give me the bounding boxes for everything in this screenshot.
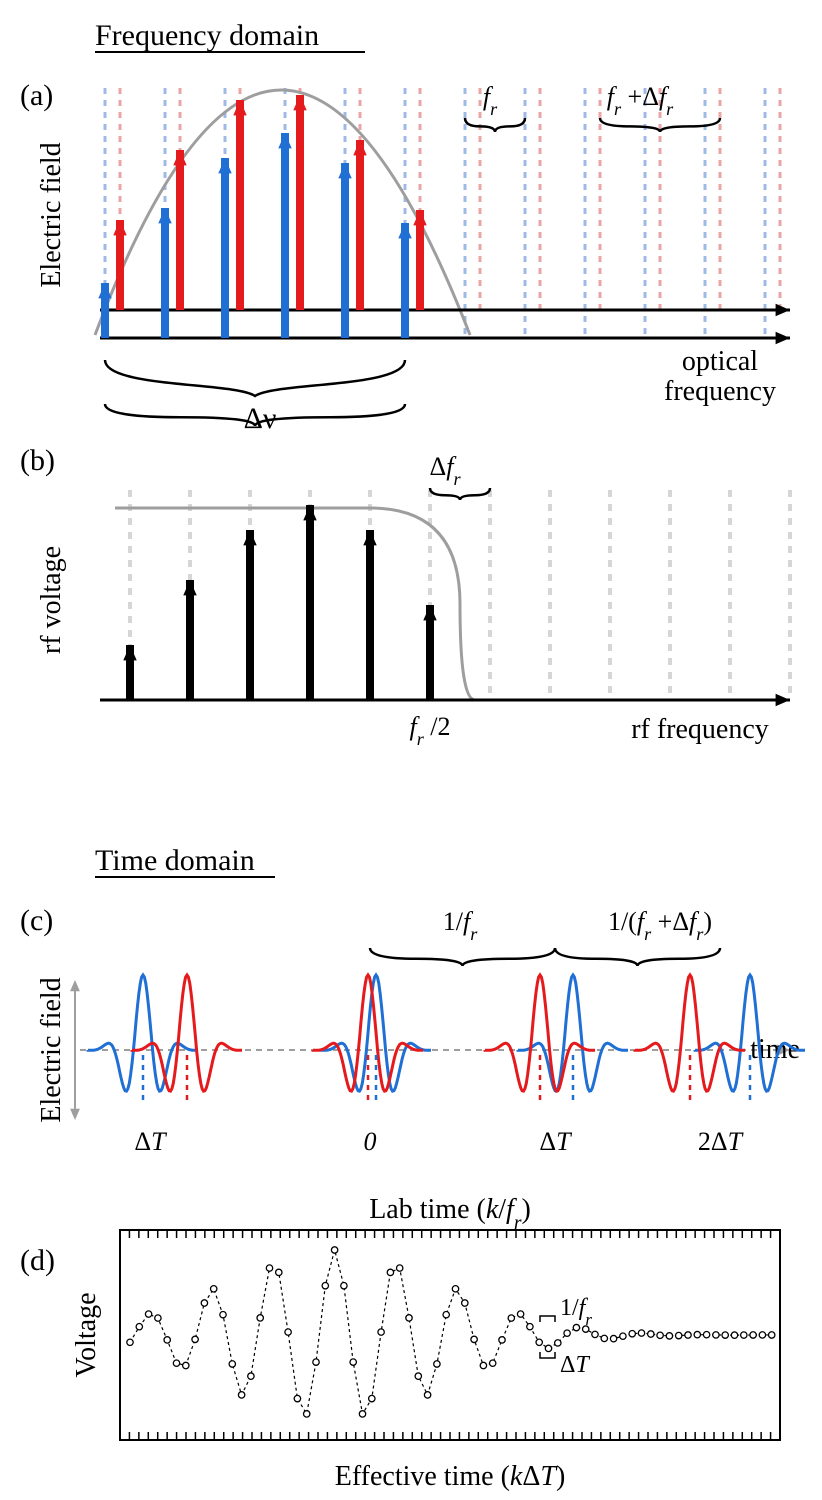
svg-text:2ΔT: 2ΔT <box>698 1127 744 1156</box>
panel-d-point <box>480 1362 486 1368</box>
panel-d-point <box>331 1247 337 1253</box>
panel-d-point <box>508 1315 514 1321</box>
panel-d-point <box>536 1339 542 1345</box>
panel-d-point <box>620 1333 626 1339</box>
panel-d-point <box>378 1329 384 1335</box>
panel-d-point <box>192 1336 198 1342</box>
panel-b-ylabel: rf voltage <box>36 546 67 654</box>
panel-d-point <box>490 1360 496 1366</box>
section-time-domain: Time domain <box>95 844 255 877</box>
panel-d-point <box>703 1331 709 1337</box>
panel-d-point <box>248 1373 254 1379</box>
panel-d-botlabel: Effective time (kΔT) <box>335 1461 566 1492</box>
panel-d-point <box>127 1339 133 1345</box>
panel-d-point <box>741 1332 747 1338</box>
panel-d-point <box>387 1269 393 1275</box>
panel-a-xlabel1: optical <box>682 346 758 377</box>
panel-a-xlabel2: frequency <box>664 376 776 407</box>
panel-b-label: (b) <box>20 444 55 477</box>
panel-d-point <box>220 1312 226 1318</box>
panel-d-point <box>759 1332 765 1338</box>
panel-d-point <box>573 1324 579 1330</box>
panel-d-toplabel: Lab time (k/fr) <box>369 1194 531 1234</box>
panel-d-point <box>294 1395 300 1401</box>
panel-b-xlabel: rf frequency <box>631 714 769 745</box>
panel-d-point <box>462 1300 468 1306</box>
svg-text:ΔT: ΔT <box>134 1127 167 1156</box>
panel-d-point <box>164 1337 170 1343</box>
panel-d-point <box>629 1331 635 1337</box>
svg-text:ΔT: ΔT <box>539 1127 572 1156</box>
panel-d-trace <box>130 1250 772 1414</box>
panel-d-ylabel: Voltage <box>71 1292 102 1377</box>
panel-c-1fr: 1/fr <box>443 907 478 944</box>
panel-d-point <box>471 1336 477 1342</box>
panel-d-label: (d) <box>20 1244 55 1277</box>
panel-d-point <box>564 1330 570 1336</box>
panel-d-point <box>713 1332 719 1338</box>
panel-d-point <box>369 1395 375 1401</box>
panel-a-fr: fr <box>483 82 498 119</box>
panel-d-point <box>610 1335 616 1341</box>
panel-d-point <box>183 1362 189 1368</box>
panel-d-point <box>257 1315 263 1321</box>
panel-d-point <box>201 1300 207 1306</box>
panel-d-point <box>452 1286 458 1292</box>
panel-d-point <box>173 1360 179 1366</box>
panel-d-point <box>285 1329 291 1335</box>
panel-d-point <box>424 1392 430 1398</box>
panel-d-point <box>304 1411 310 1417</box>
panel-d-point <box>322 1283 328 1289</box>
panel-d-point <box>276 1269 282 1275</box>
panel-d-point <box>313 1359 319 1365</box>
panel-d-point <box>722 1332 728 1338</box>
panel-b-envelope <box>115 508 475 700</box>
panel-d-point <box>592 1331 598 1337</box>
panel-d-point <box>545 1345 551 1351</box>
panel-d-point <box>238 1392 244 1398</box>
panel-d-point <box>731 1332 737 1338</box>
panel-d-point <box>434 1361 440 1367</box>
svg-text:0: 0 <box>364 1127 377 1156</box>
panel-d-point <box>341 1283 347 1289</box>
panel-d-point <box>657 1332 663 1338</box>
panel-d-point <box>694 1331 700 1337</box>
panel-d-point <box>350 1359 356 1365</box>
panel-b-fr2: fr /2 <box>409 712 450 749</box>
panel-d-point <box>145 1311 151 1317</box>
panel-c-1frdf: 1/(fr +Δfr) <box>608 907 712 944</box>
panel-d-point <box>443 1312 449 1318</box>
panel-a-frdf: fr +Δfr <box>607 82 674 119</box>
panel-d-1fr: 1/fr <box>560 1295 592 1329</box>
panel-d-point <box>229 1361 235 1367</box>
panel-d-point <box>769 1332 775 1338</box>
panel-d-point <box>638 1330 644 1336</box>
section-frequency-domain: Frequency domain <box>95 19 319 52</box>
panel-d-point <box>685 1332 691 1338</box>
panel-d-point <box>648 1331 654 1337</box>
panel-d-point <box>676 1332 682 1338</box>
panel-d-point <box>136 1323 142 1329</box>
panel-d-dT: ΔT <box>560 1352 590 1378</box>
panel-d-point <box>211 1286 217 1292</box>
panel-d-point <box>517 1311 523 1317</box>
panel-d-point <box>601 1335 607 1341</box>
panel-b-dfr: Δfr <box>429 452 461 489</box>
panel-d-point <box>750 1332 756 1338</box>
panel-a-ylabel: Electric field <box>36 142 67 287</box>
panel-d-point <box>666 1333 672 1339</box>
panel-d-point <box>359 1411 365 1417</box>
panel-c-ylabel: Electric field <box>36 977 67 1122</box>
panel-d-point <box>555 1340 561 1346</box>
panel-d-point <box>397 1265 403 1271</box>
panel-c-label: (c) <box>20 904 53 937</box>
panel-d-point <box>415 1373 421 1379</box>
panel-d-point <box>155 1315 161 1321</box>
panel-a-label: (a) <box>20 79 53 112</box>
panel-d-point <box>406 1315 412 1321</box>
panel-d-point <box>266 1265 272 1271</box>
panel-d-point <box>499 1337 505 1343</box>
panel-a-dnu: Δν <box>244 402 277 435</box>
panel-d-point <box>527 1323 533 1329</box>
